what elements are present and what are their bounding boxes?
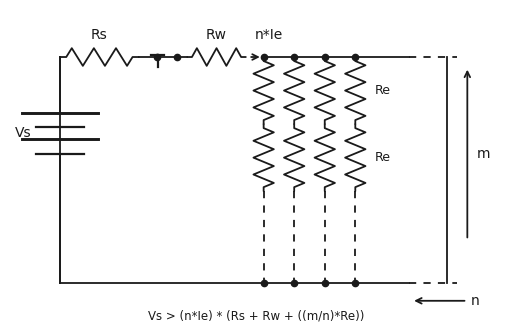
Text: Rs: Rs: [91, 28, 108, 42]
Text: Rw: Rw: [206, 28, 227, 42]
Text: Vs: Vs: [15, 126, 32, 140]
Text: n*Ie: n*Ie: [254, 28, 283, 42]
Text: Re: Re: [375, 151, 391, 164]
Text: m: m: [477, 147, 490, 161]
Text: Vs > (n*Ie) * (Rs + Rw + ((m/n)*Re)): Vs > (n*Ie) * (Rs + Rw + ((m/n)*Re)): [148, 310, 364, 323]
Text: n: n: [471, 294, 479, 308]
Text: Re: Re: [375, 84, 391, 97]
